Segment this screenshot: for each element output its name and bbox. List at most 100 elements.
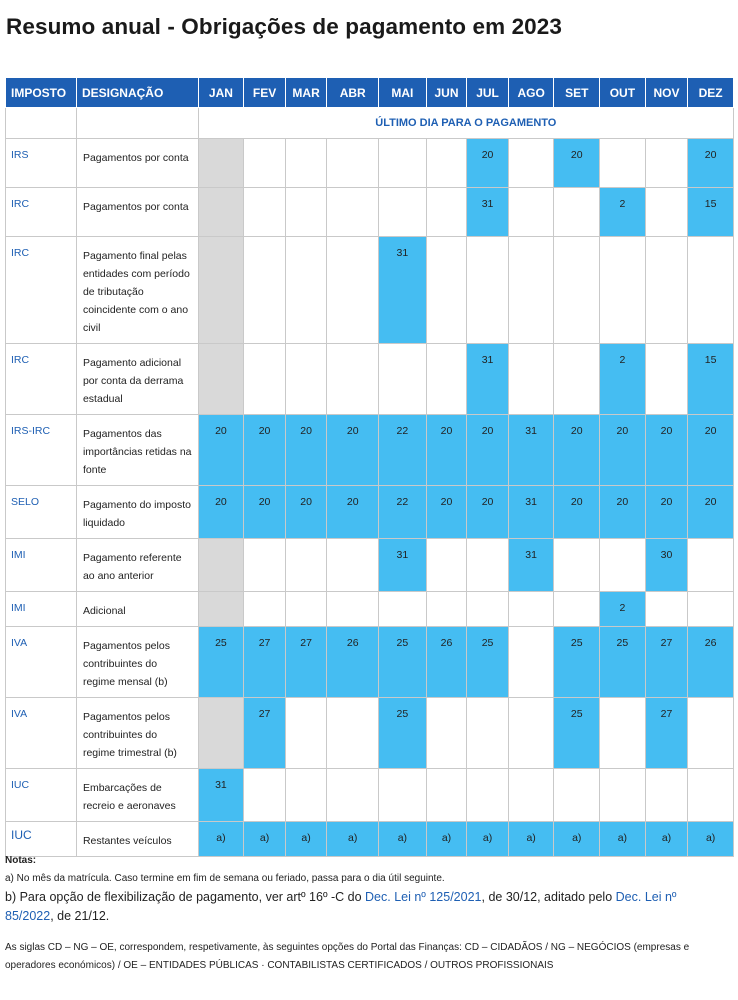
month-cell-jul: 20 — [466, 414, 509, 486]
note-b: b) Para opção de flexibilização de pagam… — [5, 890, 677, 923]
header-month: OUT — [599, 77, 646, 108]
dec-lei-125-2021-link[interactable]: Dec. Lei nº 125/2021 — [365, 890, 482, 904]
payment-obligations-table: IMPOSTO DESIGNAÇÃO JAN FEV MAR ABR MAI J… — [5, 77, 735, 857]
header-designacao: DESIGNAÇÃO — [75, 77, 199, 108]
notes-section: Notas: a) No mês da matrícula. Caso term… — [5, 852, 725, 975]
month-cell-jul — [466, 591, 509, 627]
tax-code-cell: IUC — [5, 821, 77, 857]
table-row: IRS-IRC Pagamentos das importâncias retid… — [5, 414, 734, 486]
designation-cell: Pagamentos das importâncias retidas na f… — [75, 414, 199, 486]
month-cell-jan: 25 — [197, 626, 245, 698]
month-cell-ago — [507, 343, 555, 415]
month-cell-ago — [507, 591, 555, 627]
month-cell-mai: 22 — [378, 414, 427, 486]
table-header-row: IMPOSTO DESIGNAÇÃO JAN FEV MAR ABR MAI J… — [5, 77, 734, 108]
month-cell-ago — [507, 138, 555, 188]
month-cell-jul: 31 — [466, 187, 509, 237]
month-cell-jul — [466, 697, 509, 769]
month-cell-out: 2 — [599, 343, 646, 415]
month-cell-nov: 27 — [644, 626, 689, 698]
month-cell-set — [553, 591, 601, 627]
month-cell-nov — [644, 187, 689, 237]
tax-code-cell: IVA — [5, 626, 77, 698]
month-cell-jan — [197, 138, 245, 188]
month-cell-ago: a) — [507, 821, 555, 857]
month-cell-mai: a) — [378, 821, 427, 857]
month-cell-nov — [644, 768, 689, 822]
month-cell-set — [553, 343, 601, 415]
month-cell-abr — [326, 138, 380, 188]
empty-cell — [75, 107, 199, 139]
header-month: ABR — [326, 77, 380, 108]
month-cell-out — [599, 138, 646, 188]
table-row: IMI Pagamento referente ao ano anterior 31… — [5, 538, 734, 592]
month-cell-nov: 27 — [644, 697, 689, 769]
month-cell-jul: a) — [466, 821, 509, 857]
tax-code-cell: IRC — [5, 236, 77, 344]
month-cell-fev — [243, 538, 286, 592]
month-cell-jun — [425, 768, 468, 822]
month-cell-out: a) — [599, 821, 646, 857]
month-cell-dez: 15 — [687, 343, 734, 415]
month-cell-abr — [326, 538, 380, 592]
notes-heading: Notas: — [5, 855, 37, 866]
month-cell-fev — [243, 187, 286, 237]
header-month: AGO — [507, 77, 555, 108]
month-cell-set: 20 — [553, 414, 601, 486]
month-cell-dez — [687, 697, 734, 769]
header-month: MAR — [284, 77, 328, 108]
header-month: JAN — [197, 77, 245, 108]
tax-code-cell: IMI — [5, 591, 77, 627]
month-cell-nov — [644, 236, 689, 344]
month-cell-mai: 25 — [378, 626, 427, 698]
month-cell-out: 2 — [599, 187, 646, 237]
designation-cell: Pagamento referente ao ano anterior — [75, 538, 199, 592]
month-cell-out: 2 — [599, 591, 646, 627]
month-cell-jul — [466, 768, 509, 822]
month-cell-mar — [284, 236, 328, 344]
month-cell-mai: 31 — [378, 538, 427, 592]
page-title: Resumo anual - Obrigações de pagamento e… — [6, 14, 563, 39]
designation-cell: Pagamentos pelos contribuintes do regime… — [75, 697, 199, 769]
designation-cell: Pagamentos pelos contribuintes do regime… — [75, 626, 199, 698]
header-month: NOV — [644, 77, 689, 108]
month-cell-fev: a) — [243, 821, 286, 857]
month-cell-jan — [197, 187, 245, 237]
month-cell-out: 25 — [599, 626, 646, 698]
month-cell-jan: 31 — [197, 768, 245, 822]
month-cell-set — [553, 236, 601, 344]
month-cell-jan — [197, 343, 245, 415]
designation-cell: Embarcações de recreio e aeronaves — [75, 768, 199, 822]
month-cell-nov: a) — [644, 821, 689, 857]
month-cell-mar — [284, 768, 328, 822]
month-cell-jun — [425, 538, 468, 592]
dec-lei-85-2022-link[interactable]: Dec. Lei nº 85/2022 — [5, 890, 677, 923]
month-cell-mar: 27 — [284, 626, 328, 698]
month-cell-mar — [284, 591, 328, 627]
header-month: JUN — [425, 77, 468, 108]
designation-cell: Pagamento adicional por conta da derrama… — [75, 343, 199, 415]
month-cell-jul: 25 — [466, 626, 509, 698]
month-cell-abr — [326, 591, 380, 627]
table-row: IUC Restantes veículos a) a) a) a) a) a) a) a) a) a… — [5, 821, 734, 857]
month-cell-abr: 20 — [326, 485, 380, 539]
month-cell-mai — [378, 187, 427, 237]
month-cell-ago: 31 — [507, 485, 555, 539]
month-cell-set: 20 — [553, 138, 601, 188]
month-cell-abr: 20 — [326, 414, 380, 486]
month-cell-dez — [687, 236, 734, 344]
table-row: IVA Pagamentos pelos contribuintes do reg… — [5, 697, 734, 769]
month-cell-out — [599, 697, 646, 769]
month-cell-jun: 20 — [425, 414, 468, 486]
header-month: FEV — [243, 77, 286, 108]
designation-cell: Pagamento final pelas entidades com perí… — [75, 236, 199, 344]
month-cell-jan: 20 — [197, 485, 245, 539]
table-row: IRC Pagamentos por conta 31 2 15 — [5, 187, 734, 237]
month-cell-mai: 25 — [378, 697, 427, 769]
month-cell-jan: 20 — [197, 414, 245, 486]
header-imposto: IMPOSTO — [5, 77, 77, 108]
month-cell-jun: 20 — [425, 485, 468, 539]
month-cell-fev: 20 — [243, 485, 286, 539]
month-cell-nov: 20 — [644, 485, 689, 539]
designation-cell: Restantes veículos — [75, 821, 199, 857]
